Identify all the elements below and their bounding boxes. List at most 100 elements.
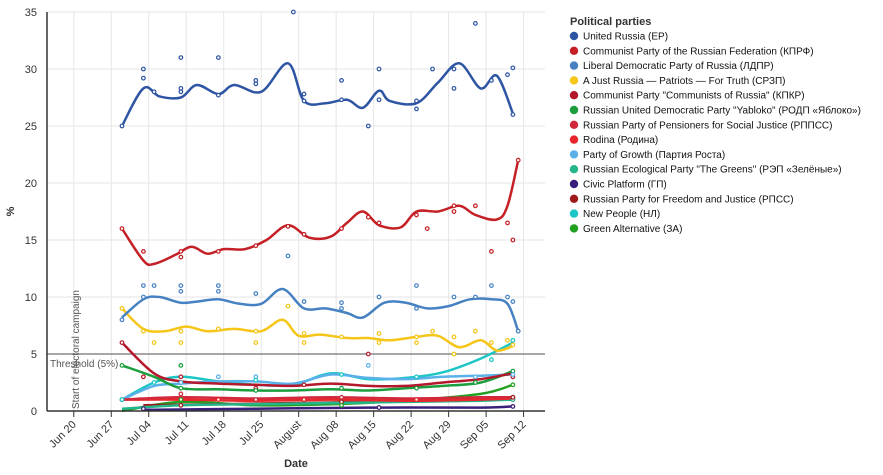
- data-point: [510, 237, 516, 243]
- trend-line: [121, 373, 513, 401]
- data-point: [140, 66, 146, 72]
- data-point: [285, 223, 291, 229]
- data-point: [178, 402, 184, 408]
- data-point: [301, 91, 307, 97]
- data-point: [339, 226, 344, 232]
- data-point: [451, 203, 457, 209]
- x-tick-label: Aug 22: [383, 419, 416, 452]
- data-point: [414, 340, 419, 346]
- trend-line: [121, 341, 514, 401]
- data-point: [472, 328, 478, 334]
- legend-title: Political parties: [570, 16, 651, 28]
- data-point: [424, 226, 430, 232]
- data-point: [515, 157, 521, 163]
- data-point: [339, 300, 344, 306]
- data-point: [119, 340, 125, 346]
- data-point: [365, 123, 371, 129]
- legend-swatch: [569, 46, 579, 55]
- trend-line: [143, 405, 513, 412]
- x-tick-label: Jul 04: [125, 419, 154, 448]
- data-point: [472, 374, 478, 380]
- x-tick-label: Jul 18: [200, 419, 229, 448]
- legend-swatch: [569, 31, 579, 41]
- data-point: [414, 106, 419, 112]
- data-point: [365, 214, 371, 220]
- data-point: [365, 363, 371, 368]
- legend-entry: Russian Party of Pensioners for Social J…: [583, 120, 832, 131]
- data-point: [472, 21, 478, 26]
- data-point: [451, 334, 457, 340]
- data-point: [151, 340, 157, 346]
- legend-swatch: [569, 209, 579, 218]
- legend-entry: Russian United Democratic Party "Yabloko…: [583, 105, 861, 117]
- data-point: [339, 385, 344, 391]
- legend-entry: Communist Party "Communists of Russia" (…: [583, 91, 805, 102]
- data-point: [505, 72, 510, 78]
- y-tick-label: 0: [31, 406, 37, 418]
- data-point: [510, 404, 516, 409]
- x-tick-label: Jul 25: [237, 419, 266, 448]
- data-point: [339, 77, 344, 83]
- grid-lines: [47, 11, 545, 412]
- data-point: [414, 212, 419, 218]
- y-tick-label: 5: [31, 349, 37, 361]
- trend-line: [120, 62, 515, 127]
- legend-entry: A Just Russia — Patriots — For Truth (СР…: [583, 76, 786, 87]
- trend-lines: [120, 62, 520, 413]
- data-point: [140, 374, 146, 380]
- data-point: [451, 351, 457, 357]
- data-point: [178, 380, 184, 385]
- data-point: [515, 328, 521, 334]
- trend-line: [121, 364, 514, 392]
- data-point: [119, 226, 125, 232]
- data-point: [140, 328, 146, 334]
- y-axis-title: %: [5, 206, 17, 216]
- y-tick-label: 30: [25, 64, 37, 76]
- data-point: [376, 66, 382, 72]
- legend-swatch: [569, 91, 579, 100]
- data-point: [414, 306, 419, 311]
- data-point: [472, 294, 478, 300]
- data-point: [489, 77, 494, 83]
- trend-line: [121, 341, 514, 388]
- data-point: [451, 85, 457, 91]
- legend-swatch: [569, 105, 579, 115]
- legend: Political parties United Russia (ЕР) Comm…: [569, 16, 861, 235]
- data-point: [489, 248, 494, 254]
- campaign-start-label: Start of electoral campaign: [71, 290, 82, 409]
- legend-entry: Communist Party of the Russian Federatio…: [583, 46, 814, 57]
- data-point: [253, 397, 259, 403]
- data-point: [510, 65, 516, 71]
- y-tick-label: 25: [25, 121, 37, 133]
- legend-entry: Russian Party for Freedom and Justice (Р…: [583, 194, 794, 205]
- legend-entry: Party of Growth (Партия Роста): [583, 150, 725, 161]
- data-point: [451, 294, 457, 300]
- data-point: [215, 248, 221, 254]
- data-point: [505, 337, 510, 343]
- legend-swatch: [569, 179, 579, 189]
- data-point: [178, 340, 184, 346]
- legend-swatch: [569, 135, 579, 144]
- data-point: [151, 380, 157, 385]
- data-point: [365, 351, 371, 357]
- legend-swatch: [569, 165, 579, 174]
- data-point: [301, 331, 307, 336]
- data-point: [151, 89, 157, 95]
- data-point: [472, 380, 478, 385]
- data-point: [178, 363, 184, 368]
- data-point: [510, 337, 516, 343]
- data-point: [510, 382, 516, 388]
- data-point: [178, 288, 184, 294]
- legend-entry: Green Alternative (ЗА): [583, 224, 682, 235]
- data-point: [119, 306, 125, 311]
- data-point: [301, 397, 307, 403]
- data-point: [451, 66, 457, 72]
- data-point: [510, 112, 516, 117]
- data-point: [414, 334, 419, 340]
- data-point: [119, 397, 125, 403]
- data-point: [339, 402, 344, 408]
- data-point: [178, 283, 184, 289]
- data-point: [376, 220, 382, 226]
- data-point: [301, 382, 307, 388]
- data-point: [414, 374, 419, 380]
